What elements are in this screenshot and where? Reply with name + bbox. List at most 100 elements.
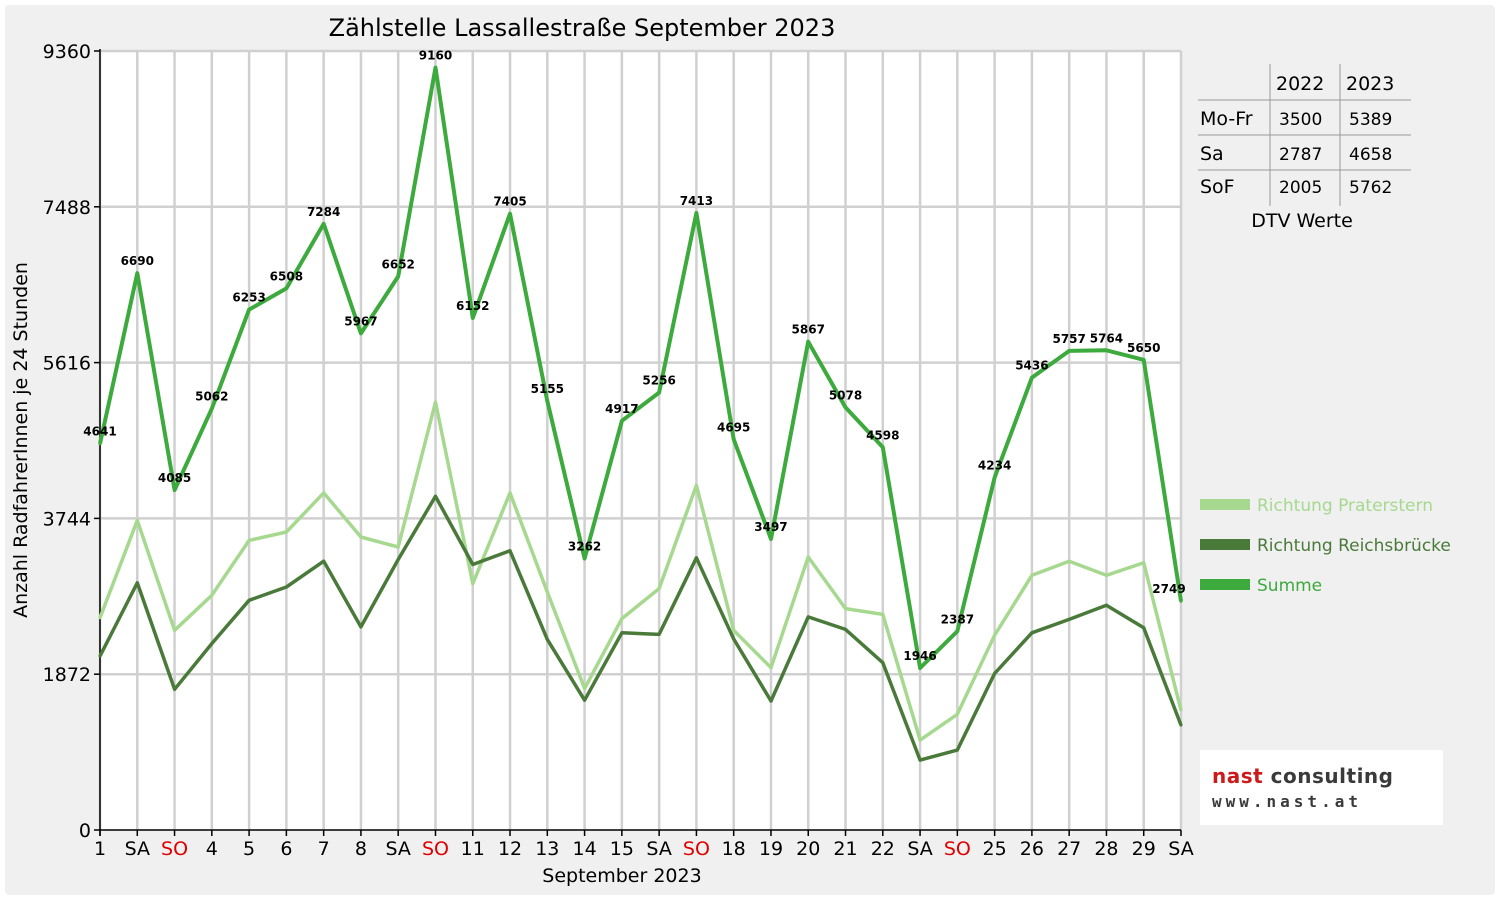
legend-label: Richtung Reichsbrücke [1257, 536, 1451, 556]
data-label: 4641 [83, 425, 116, 439]
data-point [471, 563, 475, 567]
x-axis-label: September 2023 [542, 865, 701, 887]
data-label: 5436 [1015, 359, 1048, 373]
x-tick-label: 19 [759, 838, 783, 860]
y-tick-label: 9360 [43, 41, 91, 63]
data-point [955, 712, 959, 716]
x-tick-label: 21 [833, 838, 857, 860]
data-point [806, 555, 810, 559]
series-line-reichsbruecke [98, 494, 1183, 762]
data-point [359, 625, 363, 629]
x-tick-label: 15 [610, 838, 634, 860]
data-point [1067, 559, 1071, 563]
logo-name-part1: nast [1212, 764, 1271, 788]
data-point [657, 391, 661, 395]
data-label: 2749 [1152, 582, 1185, 596]
data-point [173, 488, 177, 492]
data-point [210, 407, 214, 411]
data-point [135, 271, 139, 275]
data-point [769, 666, 773, 670]
x-tick-label: SA [1168, 838, 1193, 860]
data-point [210, 593, 214, 597]
data-point [955, 748, 959, 752]
x-tick-label: 27 [1057, 838, 1081, 860]
data-label: 4234 [978, 459, 1011, 473]
data-point [769, 537, 773, 541]
data-point [322, 491, 326, 495]
data-point [1142, 561, 1146, 565]
x-tick-label: 18 [722, 838, 746, 860]
data-point [1104, 348, 1108, 352]
data-label: 5256 [642, 374, 675, 388]
y-tick-label: 3744 [43, 508, 91, 530]
data-point [135, 518, 139, 522]
data-point [993, 672, 997, 676]
logo-url: www.nast.at [1212, 792, 1362, 811]
dtv-cell: 5762 [1349, 178, 1392, 198]
data-point [955, 629, 959, 633]
dtv-row-label: Mo-Fr [1200, 108, 1253, 130]
legend-swatch [1200, 579, 1250, 590]
data-point [583, 687, 587, 691]
data-point [508, 491, 512, 495]
x-tick-label: 29 [1132, 838, 1156, 860]
data-point [247, 538, 251, 542]
data-point [583, 698, 587, 702]
data-point [620, 419, 624, 423]
data-point [359, 331, 363, 335]
data-point [844, 405, 848, 409]
data-point [433, 66, 437, 70]
dtv-header: 2023 [1346, 73, 1394, 95]
data-point [98, 616, 102, 620]
data-point [433, 494, 437, 498]
y-tick-label: 1872 [43, 664, 91, 686]
data-point [620, 617, 624, 621]
dtv-row-label: Sa [1200, 143, 1224, 165]
logo-name-part2: consulting [1270, 764, 1394, 788]
data-point [583, 557, 587, 561]
data-point [508, 549, 512, 553]
data-point [806, 615, 810, 619]
data-label: 3497 [754, 520, 787, 534]
x-tick-label: 11 [461, 838, 485, 860]
legend-label: Richtung Praterstern [1257, 496, 1433, 516]
data-label: 5078 [829, 388, 862, 402]
data-point [322, 222, 326, 226]
x-tick-label: 25 [983, 838, 1007, 860]
data-point [694, 211, 698, 215]
data-point [545, 590, 549, 594]
dtv-cell: 2787 [1279, 145, 1322, 165]
x-tick-label: 20 [796, 838, 820, 860]
x-tick-label: 6 [280, 838, 292, 860]
x-tick-label: 22 [871, 838, 895, 860]
data-point [1030, 631, 1034, 635]
data-point [881, 661, 885, 665]
data-point [545, 637, 549, 641]
x-tick-label: SA [907, 838, 932, 860]
y-tick-label: 5616 [43, 353, 91, 375]
x-tick-label: 7 [318, 838, 330, 860]
data-label: 6690 [121, 254, 154, 268]
dtv-row-label: SoF [1200, 176, 1235, 198]
x-tick-label: 8 [355, 838, 367, 860]
data-point [247, 598, 251, 602]
data-point [657, 632, 661, 636]
data-point [844, 627, 848, 631]
data-label: 6152 [456, 299, 489, 313]
dtv-header: 2022 [1276, 73, 1324, 95]
plot-area [100, 51, 1181, 830]
y-tick-label: 0 [79, 820, 91, 842]
data-point [135, 581, 139, 585]
data-point [98, 654, 102, 658]
data-point [322, 559, 326, 563]
data-label: 4085 [158, 471, 191, 485]
data-label: 5155 [531, 382, 564, 396]
x-tick-label: 26 [1020, 838, 1044, 860]
x-tick-label: SA [385, 838, 410, 860]
company-logo: nast consulting www.nast.at [1200, 750, 1443, 825]
data-point [433, 400, 437, 404]
data-point [1030, 573, 1034, 577]
data-point [1067, 617, 1071, 621]
dtv-table: 2022 2023 Mo-Fr 3500 5389 Sa 2787 4658 SoF 2005 57… [1198, 64, 1411, 232]
data-point [396, 545, 400, 549]
